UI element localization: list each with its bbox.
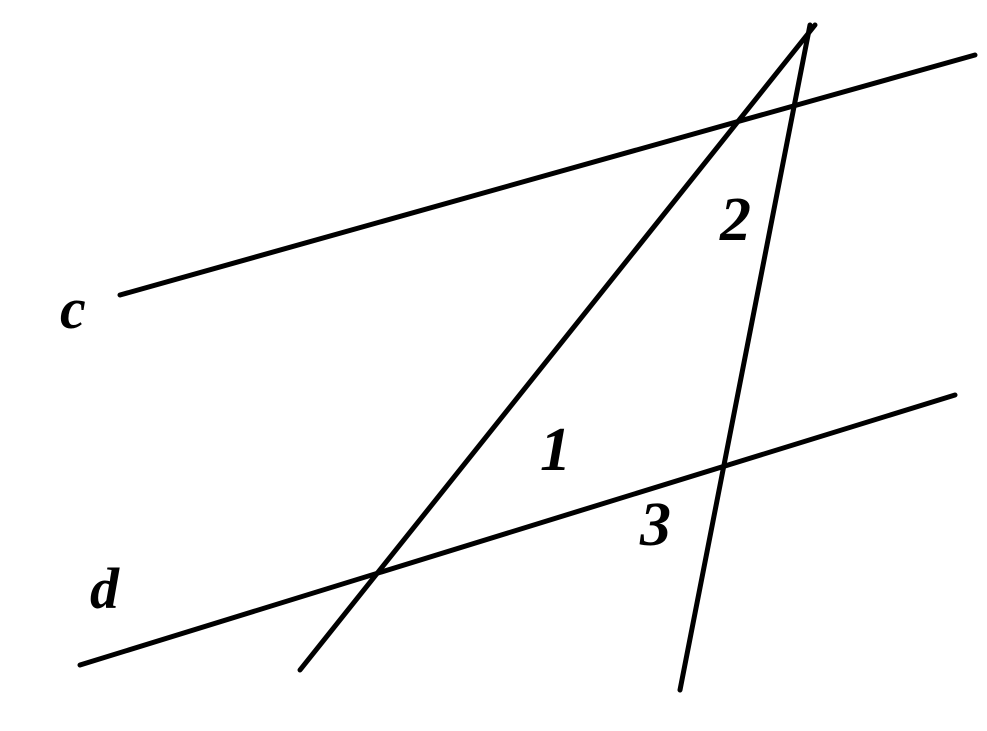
angle-label-2: 2: [720, 185, 751, 256]
angle-label-1: 1: [540, 415, 571, 486]
angle-label-3: 3: [640, 490, 671, 561]
line-transversal1: [300, 25, 815, 670]
geometry-diagram: [0, 0, 987, 731]
line-label-d: d: [90, 555, 119, 622]
line-label-c: c: [60, 275, 86, 342]
line-transversal2: [680, 25, 810, 690]
line-c: [120, 55, 975, 295]
line-d: [80, 395, 955, 665]
